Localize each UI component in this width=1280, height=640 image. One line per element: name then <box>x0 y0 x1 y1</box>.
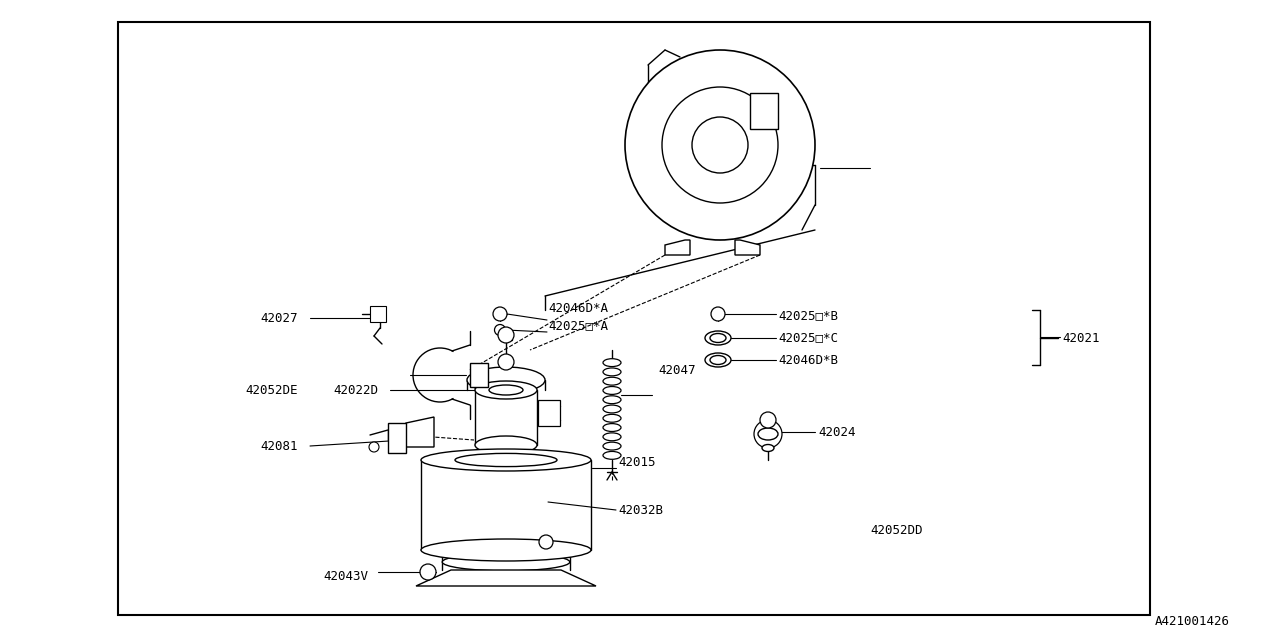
Text: 42081: 42081 <box>261 440 298 452</box>
Bar <box>370 306 387 322</box>
Text: 42046D*B: 42046D*B <box>778 353 838 367</box>
Ellipse shape <box>603 424 621 431</box>
Polygon shape <box>388 423 406 453</box>
Text: 42025□*C: 42025□*C <box>778 332 838 344</box>
Circle shape <box>710 307 724 321</box>
Text: 42047: 42047 <box>658 364 695 376</box>
Text: 42052DE: 42052DE <box>246 383 298 397</box>
Circle shape <box>760 412 776 428</box>
Circle shape <box>498 327 515 343</box>
Polygon shape <box>416 570 596 586</box>
Ellipse shape <box>443 553 570 571</box>
Text: 42024: 42024 <box>818 426 855 438</box>
Circle shape <box>498 354 515 370</box>
Polygon shape <box>666 240 690 255</box>
Text: 42022D: 42022D <box>333 383 378 397</box>
Circle shape <box>369 442 379 452</box>
Text: 42025□*A: 42025□*A <box>548 319 608 333</box>
Text: 42015: 42015 <box>618 456 655 468</box>
Circle shape <box>625 50 815 240</box>
Text: 42052DD: 42052DD <box>870 524 923 536</box>
Polygon shape <box>735 240 760 255</box>
Ellipse shape <box>710 355 726 365</box>
Circle shape <box>662 87 778 203</box>
Ellipse shape <box>603 433 621 441</box>
Ellipse shape <box>454 453 557 467</box>
Ellipse shape <box>603 387 621 394</box>
Ellipse shape <box>758 428 778 440</box>
Ellipse shape <box>603 414 621 422</box>
Text: 42025□*B: 42025□*B <box>778 310 838 323</box>
Ellipse shape <box>603 405 621 413</box>
Ellipse shape <box>421 449 591 471</box>
Bar <box>118 22 1149 615</box>
Ellipse shape <box>762 445 774 451</box>
Ellipse shape <box>475 381 538 399</box>
Circle shape <box>420 564 436 580</box>
Ellipse shape <box>710 333 726 342</box>
Ellipse shape <box>603 358 621 367</box>
Ellipse shape <box>489 385 524 395</box>
Circle shape <box>494 324 506 335</box>
Ellipse shape <box>705 331 731 345</box>
Ellipse shape <box>475 436 538 454</box>
Ellipse shape <box>467 367 545 393</box>
Text: 42021: 42021 <box>1062 332 1100 344</box>
Circle shape <box>692 117 748 173</box>
Circle shape <box>754 420 782 448</box>
Text: 42032B: 42032B <box>618 504 663 516</box>
Ellipse shape <box>603 377 621 385</box>
Bar <box>750 93 778 129</box>
Text: 42043V: 42043V <box>323 570 369 582</box>
Circle shape <box>539 535 553 549</box>
Bar <box>538 400 561 426</box>
Ellipse shape <box>603 396 621 404</box>
Text: 42027: 42027 <box>261 312 298 324</box>
Circle shape <box>493 307 507 321</box>
Text: A421001426: A421001426 <box>1155 615 1230 628</box>
Ellipse shape <box>603 442 621 450</box>
Text: 42046D*A: 42046D*A <box>548 301 608 314</box>
Ellipse shape <box>603 368 621 376</box>
Ellipse shape <box>705 353 731 367</box>
Bar <box>470 363 488 387</box>
Ellipse shape <box>421 539 591 561</box>
Polygon shape <box>406 417 434 447</box>
Ellipse shape <box>603 451 621 460</box>
